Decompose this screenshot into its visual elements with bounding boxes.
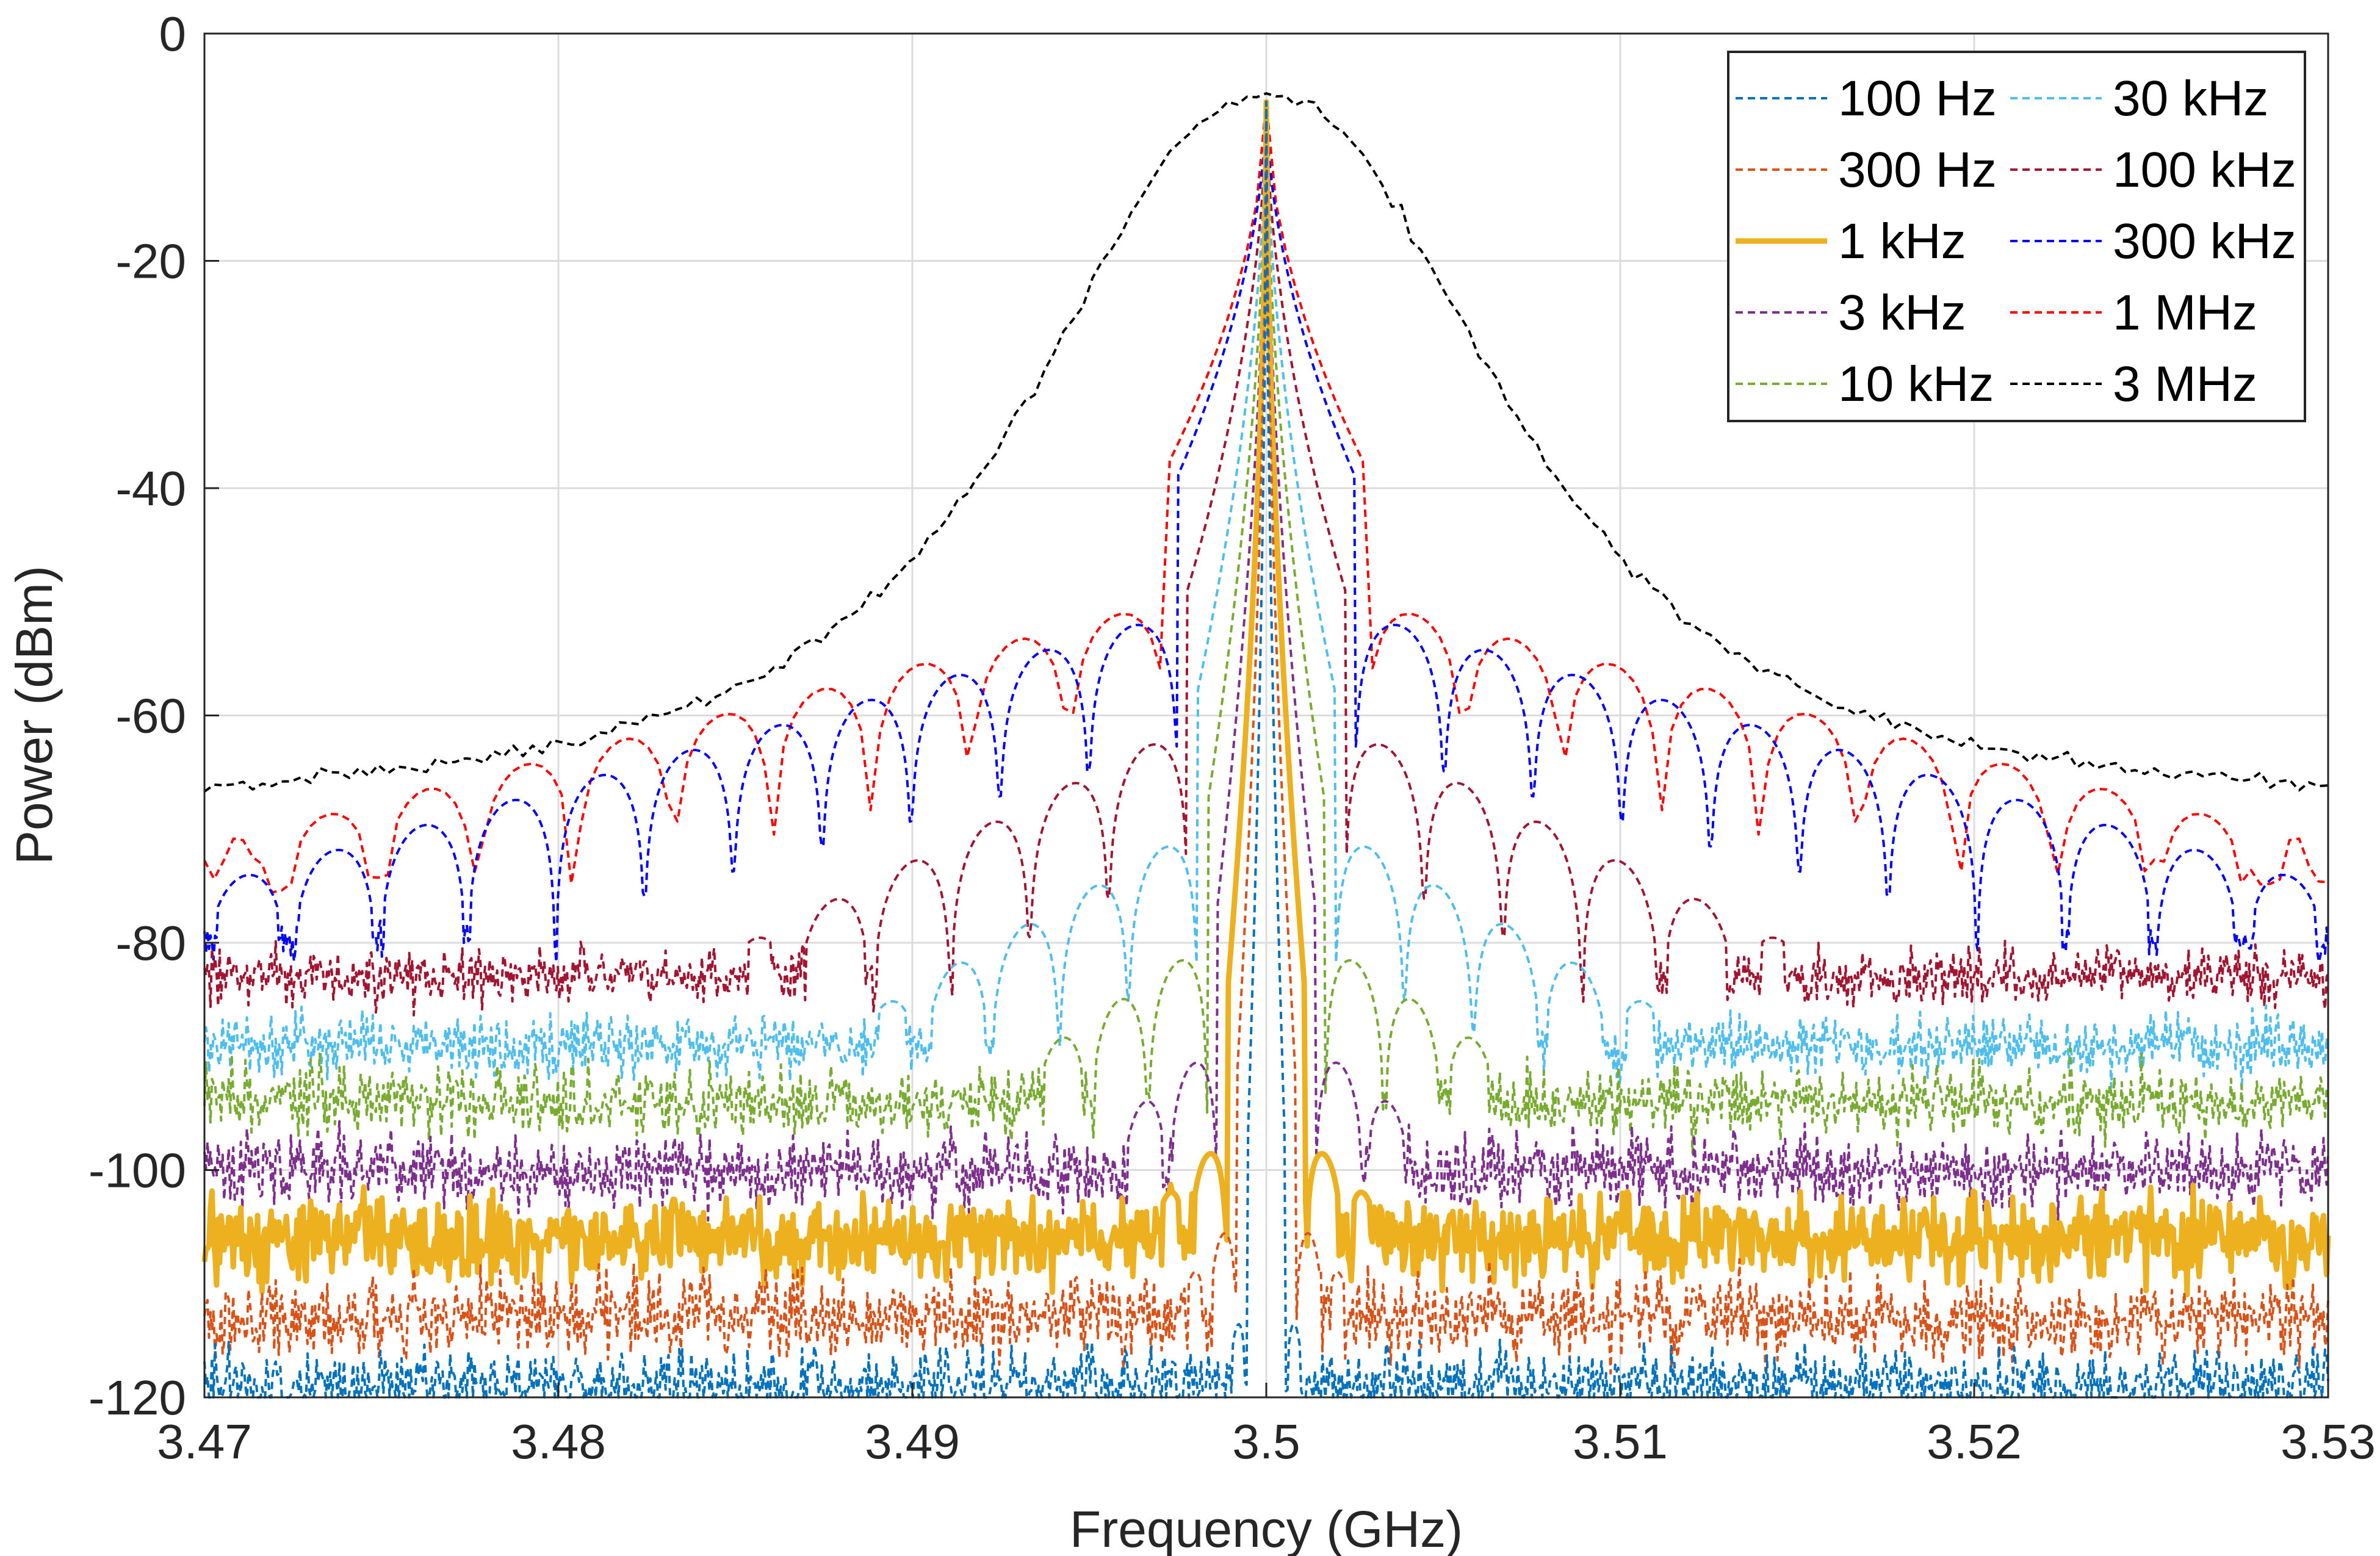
x-axis-title: Frequency (GHz) — [1070, 1500, 1463, 1556]
legend-label: 30 kHz — [2113, 71, 2268, 126]
x-tick-label: 3.48 — [511, 1414, 606, 1469]
x-tick-label: 3.5 — [1232, 1414, 1300, 1469]
legend-label: 1 kHz — [1838, 214, 1966, 269]
y-tick-label: -100 — [88, 1144, 186, 1198]
y-tick-label: -60 — [115, 689, 186, 743]
legend-label: 1 MHz — [2113, 285, 2257, 340]
x-axis-ticks: 3.47 3.48 3.49 3.5 3.51 3.52 3.53 — [157, 1383, 2376, 1469]
y-tick-label: 0 — [159, 7, 187, 61]
x-tick-label: 3.53 — [2281, 1414, 2376, 1469]
y-tick-label: -120 — [88, 1371, 186, 1425]
y-tick-label: -40 — [115, 461, 186, 516]
y-tick-label: -20 — [115, 234, 186, 289]
x-tick-label: 3.51 — [1573, 1414, 1668, 1469]
series-layer — [201, 92, 2331, 1399]
legend-box — [1727, 51, 2306, 422]
legend: 100 Hz 300 Hz 1 kHz 3 kHz 10 kHz 30 kHz 100 kH… — [1727, 51, 2306, 422]
y-axis-title: Power (dBm) — [5, 566, 63, 865]
legend-label: 300 Hz — [1838, 142, 1997, 198]
legend-label: 100 Hz — [1838, 71, 1997, 126]
series-line-3-mhz — [203, 92, 2329, 793]
legend-label: 10 kHz — [1838, 356, 1994, 412]
series-line-100-khz — [203, 100, 2329, 1017]
legend-label: 3 MHz — [2113, 356, 2257, 412]
y-axis-ticks: 0 -20 -40 -60 -80 -100 -120 — [88, 7, 219, 1425]
legend-label: 3 kHz — [1838, 285, 1966, 340]
y-tick-label: -80 — [115, 916, 186, 970]
legend-label: 100 kHz — [2113, 142, 2296, 198]
x-tick-label: 3.47 — [157, 1414, 252, 1469]
legend-label: 300 kHz — [2113, 214, 2296, 269]
x-tick-label: 3.52 — [1927, 1414, 2022, 1469]
x-tick-label: 3.49 — [865, 1414, 960, 1469]
